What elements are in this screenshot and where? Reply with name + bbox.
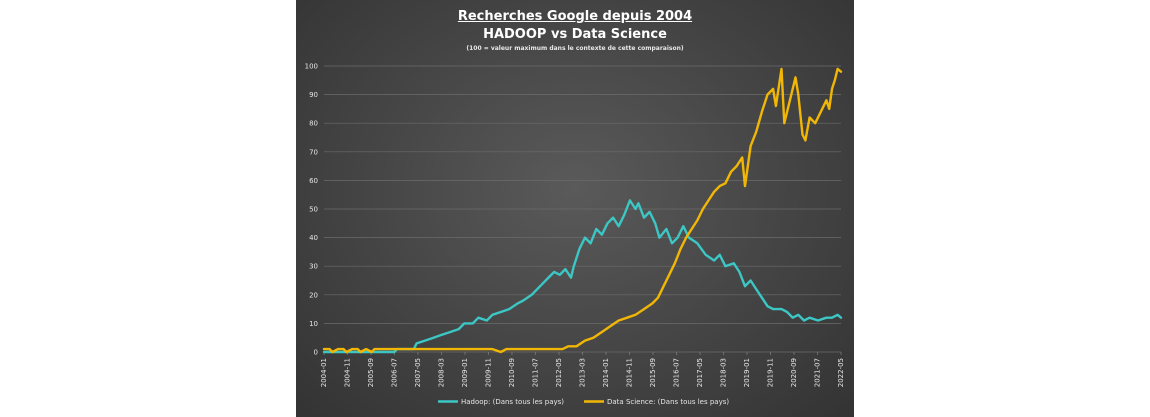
x-tick-label: 2021-07	[814, 358, 822, 387]
x-tick-label: 2017-05	[696, 358, 704, 387]
chart-title: Recherches Google depuis 2004	[457, 9, 693, 24]
x-tick-label: 2018-03	[720, 358, 728, 387]
x-tick-label: 2019-11	[767, 358, 775, 387]
x-tick-label: 2011-07	[532, 358, 540, 387]
x-tick-label: 2014-01	[602, 358, 610, 387]
x-tick-label: 2009-01	[461, 358, 469, 387]
x-tick-label: 2008-03	[438, 358, 446, 387]
y-tick-label: 10	[309, 320, 318, 328]
chart-panel: Recherches Google depuis 2004 HADOOP vs …	[296, 0, 854, 417]
legend-label: Data Science: (Dans tous les pays)	[607, 398, 729, 406]
y-tick-label: 0	[314, 349, 318, 357]
y-tick-label: 90	[309, 91, 318, 99]
x-tick-label: 2005-09	[367, 358, 375, 387]
y-tick-label: 100	[305, 63, 318, 71]
y-tick-label: 70	[309, 148, 318, 156]
x-tick-label: 2014-11	[626, 358, 634, 387]
x-tick-label: 2006-07	[391, 358, 399, 387]
legend-label: Hadoop: (Dans tous les pays)	[461, 398, 564, 406]
x-tick-label: 2009-11	[485, 358, 493, 387]
y-tick-label: 30	[309, 263, 318, 271]
y-tick-label: 20	[309, 291, 318, 299]
x-tick-label: 2016-07	[673, 358, 681, 387]
chart-note: (100 = valeur maximum dans le contexte d…	[466, 45, 684, 52]
series-line-hadoop	[322, 199, 843, 354]
chart-subtitle: HADOOP vs Data Science	[483, 27, 667, 42]
x-tick-label: 2015-09	[649, 358, 657, 387]
x-tick-label: 2004-11	[344, 358, 352, 387]
y-tick-label: 40	[309, 234, 318, 242]
x-tick-label: 2004-01	[320, 358, 328, 387]
x-tick-label: 2022-05	[837, 358, 845, 387]
y-tick-label: 80	[309, 120, 318, 128]
x-tick-label: 2010-09	[508, 358, 516, 387]
x-tick-label: 2013-03	[579, 358, 587, 387]
series-line-data-science	[322, 67, 843, 354]
y-tick-label: 50	[309, 206, 318, 214]
y-tick-label: 60	[309, 177, 318, 185]
x-tick-label: 2012-05	[555, 358, 563, 387]
line-chart: 0 10 20 30 40 50 60 70 80 90 100 2004-01 2004-11 2005…	[305, 63, 845, 407]
x-tick-label: 2020-09	[790, 358, 798, 387]
x-tick-label: 2007-05	[414, 358, 422, 387]
x-tick-label: 2019-01	[743, 358, 751, 387]
